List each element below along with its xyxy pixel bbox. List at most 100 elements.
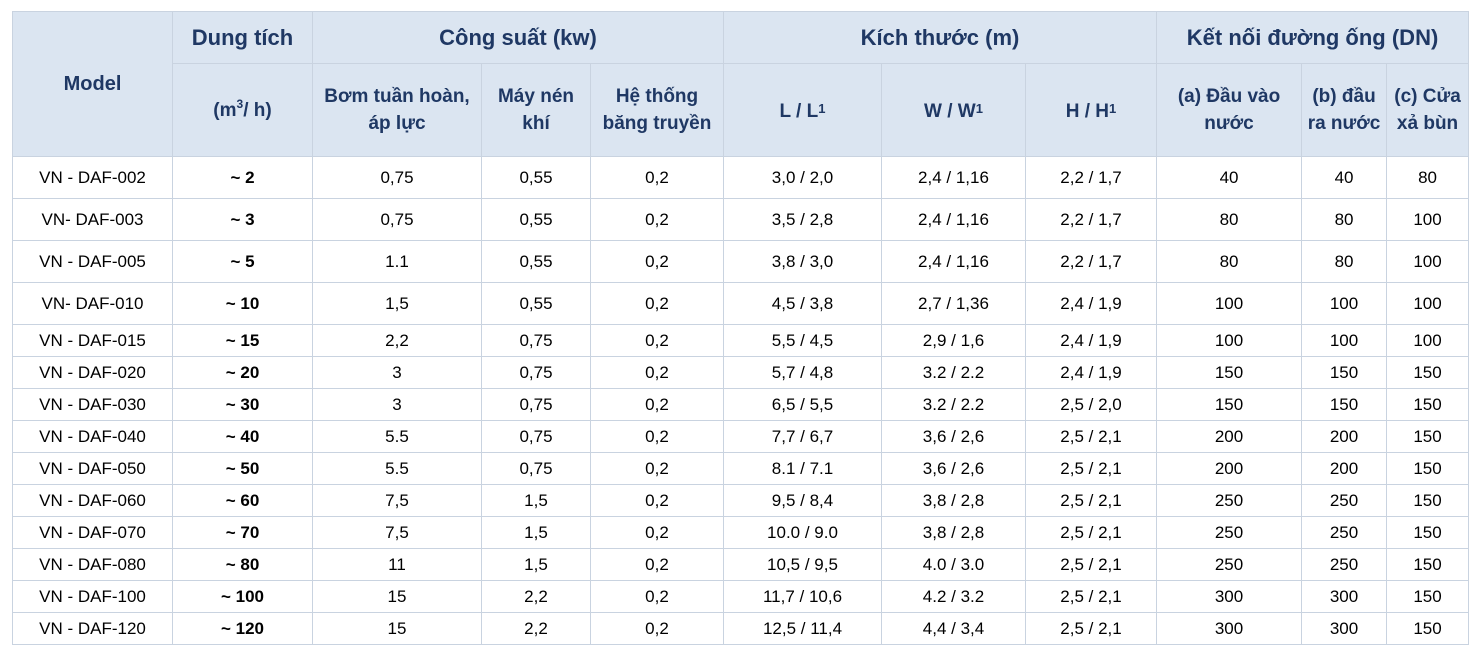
cell-sludge: 150 bbox=[1386, 388, 1470, 421]
cell-conveyor: 0,2 bbox=[590, 452, 724, 485]
cell-pump: 1.1 bbox=[312, 240, 482, 283]
cell-width: 2,4 / 1,16 bbox=[881, 198, 1026, 241]
table-row: VN - DAF-015 ~ 15 2,2 0,75 0,2 5,5 / 4,5 2,9 /… bbox=[12, 324, 1470, 357]
table-body: VN - DAF-002 ~ 2 0,75 0,55 0,2 3,0 / 2,0 2,4 /… bbox=[12, 156, 1470, 645]
table-row: VN - DAF-040 ~ 40 5.5 0,75 0,2 7,7 / 6,7 3,6 /… bbox=[12, 420, 1470, 453]
cell-capacity: ~ 100 bbox=[172, 580, 313, 613]
cell-outlet: 200 bbox=[1301, 452, 1388, 485]
cell-pump: 15 bbox=[312, 580, 482, 613]
cell-conveyor: 0,2 bbox=[590, 484, 724, 517]
table-row: VN - DAF-030 ~ 30 3 0,75 0,2 6,5 / 5,5 3.2 / 2… bbox=[12, 388, 1470, 421]
cell-outlet: 150 bbox=[1301, 388, 1388, 421]
cell-compressor: 2,2 bbox=[481, 580, 591, 613]
cell-inlet: 80 bbox=[1156, 240, 1303, 283]
cell-length: 5,7 / 4,8 bbox=[723, 356, 882, 389]
cell-width: 4.2 / 3.2 bbox=[881, 580, 1026, 613]
cell-height: 2,5 / 2,1 bbox=[1024, 580, 1158, 613]
cell-height: 2,2 / 1,7 bbox=[1024, 198, 1158, 241]
cell-width: 3,6 / 2,6 bbox=[881, 452, 1026, 485]
header-power: Công suất (kw) bbox=[312, 11, 724, 64]
cell-width: 3.2 / 2.2 bbox=[881, 388, 1026, 421]
cell-inlet: 150 bbox=[1156, 388, 1303, 421]
table-row: VN - DAF-100 ~ 100 15 2,2 0,2 11,7 / 10,6 4.2 … bbox=[12, 580, 1470, 613]
cell-inlet: 200 bbox=[1156, 420, 1303, 453]
header-pump: Bơm tuần hoàn, áp lực bbox=[312, 63, 482, 157]
cell-model: VN- DAF-003 bbox=[12, 198, 173, 241]
header-compressor: Máy nén khí bbox=[481, 63, 591, 157]
cell-pump: 0,75 bbox=[312, 156, 482, 199]
cell-model: VN - DAF-005 bbox=[12, 240, 173, 283]
cell-inlet: 150 bbox=[1156, 356, 1303, 389]
cell-pump: 2,2 bbox=[312, 324, 482, 357]
header-width: W / W1 bbox=[881, 63, 1026, 157]
cell-width: 3,8 / 2,8 bbox=[881, 484, 1026, 517]
cell-compressor: 1,5 bbox=[481, 548, 591, 581]
header-outlet: (b) đầu ra nước bbox=[1301, 63, 1388, 157]
cell-capacity: ~ 70 bbox=[172, 516, 313, 549]
cell-height: 2,5 / 2,1 bbox=[1024, 612, 1158, 645]
header-pipe: Kết nối đường ống (DN) bbox=[1156, 11, 1470, 64]
cell-inlet: 40 bbox=[1156, 156, 1303, 199]
cell-conveyor: 0,2 bbox=[590, 548, 724, 581]
cell-pump: 0,75 bbox=[312, 198, 482, 241]
cell-length: 5,5 / 4,5 bbox=[723, 324, 882, 357]
cell-conveyor: 0,2 bbox=[590, 198, 724, 241]
cell-capacity: ~ 15 bbox=[172, 324, 313, 357]
cell-inlet: 200 bbox=[1156, 452, 1303, 485]
cell-outlet: 200 bbox=[1301, 420, 1388, 453]
cell-length: 9,5 / 8,4 bbox=[723, 484, 882, 517]
cell-width: 4.0 / 3.0 bbox=[881, 548, 1026, 581]
cell-inlet: 250 bbox=[1156, 516, 1303, 549]
cell-pump: 7,5 bbox=[312, 484, 482, 517]
cell-pump: 7,5 bbox=[312, 516, 482, 549]
cell-pump: 1,5 bbox=[312, 282, 482, 325]
table-row: VN - DAF-070 ~ 70 7,5 1,5 0,2 10.0 / 9.0 3,8 /… bbox=[12, 516, 1470, 549]
cell-sludge: 150 bbox=[1386, 356, 1470, 389]
cell-compressor: 1,5 bbox=[481, 484, 591, 517]
cell-width: 2,7 / 1,36 bbox=[881, 282, 1026, 325]
header-row-sub: (m3/ h) Bơm tuần hoàn, áp lực Máy nén kh… bbox=[13, 63, 1470, 157]
cell-capacity: ~ 30 bbox=[172, 388, 313, 421]
cell-model: VN - DAF-070 bbox=[12, 516, 173, 549]
cell-capacity: ~ 50 bbox=[172, 452, 313, 485]
cell-height: 2,5 / 2,1 bbox=[1024, 420, 1158, 453]
cell-compressor: 0,75 bbox=[481, 420, 591, 453]
header-height: H / H1 bbox=[1024, 63, 1158, 157]
table-row: VN - DAF-005 ~ 5 1.1 0,55 0,2 3,8 / 3,0 2,4 / … bbox=[12, 240, 1470, 283]
cell-outlet: 100 bbox=[1301, 282, 1388, 325]
daf-spec-table: Model Dung tích Công suất (kw) Kích thướ… bbox=[12, 11, 1470, 645]
cell-compressor: 0,75 bbox=[481, 388, 591, 421]
cell-conveyor: 0,2 bbox=[590, 156, 724, 199]
cell-model: VN - DAF-120 bbox=[12, 612, 173, 645]
cell-compressor: 0,75 bbox=[481, 324, 591, 357]
cell-capacity: ~ 2 bbox=[172, 156, 313, 199]
cell-compressor: 0,55 bbox=[481, 156, 591, 199]
cell-conveyor: 0,2 bbox=[590, 420, 724, 453]
cell-model: VN - DAF-100 bbox=[12, 580, 173, 613]
cell-outlet: 150 bbox=[1301, 356, 1388, 389]
cell-sludge: 150 bbox=[1386, 612, 1470, 645]
cell-model: VN - DAF-020 bbox=[12, 356, 173, 389]
cell-model: VN - DAF-030 bbox=[12, 388, 173, 421]
cell-compressor: 1,5 bbox=[481, 516, 591, 549]
cell-inlet: 250 bbox=[1156, 484, 1303, 517]
cell-width: 3.2 / 2.2 bbox=[881, 356, 1026, 389]
cell-model: VN - DAF-015 bbox=[12, 324, 173, 357]
cell-height: 2,5 / 2,1 bbox=[1024, 452, 1158, 485]
cell-compressor: 0,55 bbox=[481, 240, 591, 283]
cell-inlet: 80 bbox=[1156, 198, 1303, 241]
cell-length: 11,7 / 10,6 bbox=[723, 580, 882, 613]
cell-pump: 3 bbox=[312, 356, 482, 389]
cell-width: 4,4 / 3,4 bbox=[881, 612, 1026, 645]
cell-conveyor: 0,2 bbox=[590, 282, 724, 325]
cell-model: VN - DAF-002 bbox=[12, 156, 173, 199]
cell-sludge: 100 bbox=[1386, 198, 1470, 241]
cell-outlet: 250 bbox=[1301, 548, 1388, 581]
cell-capacity: ~ 80 bbox=[172, 548, 313, 581]
table-row: VN - DAF-002 ~ 2 0,75 0,55 0,2 3,0 / 2,0 2,4 /… bbox=[12, 156, 1470, 199]
cell-height: 2,2 / 1,7 bbox=[1024, 156, 1158, 199]
cell-height: 2,5 / 2,1 bbox=[1024, 516, 1158, 549]
cell-outlet: 40 bbox=[1301, 156, 1388, 199]
cell-outlet: 250 bbox=[1301, 516, 1388, 549]
cell-height: 2,5 / 2,1 bbox=[1024, 484, 1158, 517]
